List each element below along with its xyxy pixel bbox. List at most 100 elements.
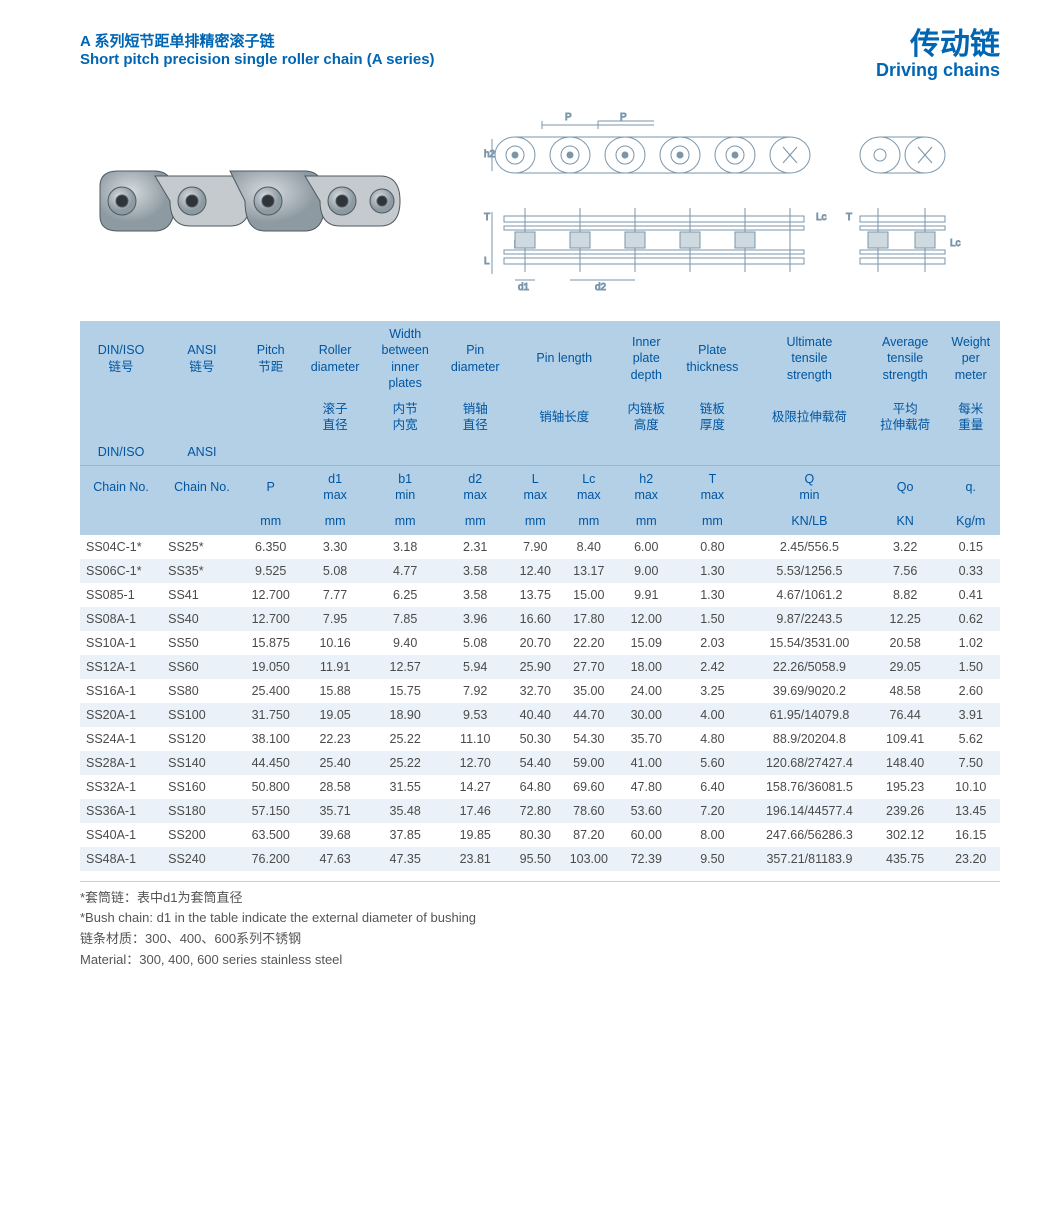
table-cell: SS36A-1 [80,799,162,823]
col-header [371,439,440,466]
table-cell: 5.62 [941,727,1000,751]
table-cell: 80.30 [511,823,560,847]
table-row: SS10A-1SS5015.87510.169.405.0820.7022.20… [80,631,1000,655]
table-cell: 11.10 [440,727,511,751]
table-cell: 15.75 [371,679,440,703]
col-header: Lcmax [560,465,618,508]
col-header: 内链板高度 [618,396,675,439]
table-cell: 44.70 [560,703,618,727]
footnote-1-en: *Bush chain: d1 in the table indicate th… [80,908,1000,929]
dim-T2: T [846,212,852,223]
table-cell: 25.400 [242,679,300,703]
table-cell: SS180 [162,799,242,823]
table-cell: 95.50 [511,847,560,871]
table-cell: 9.87/2243.5 [750,607,869,631]
col-header [162,396,242,439]
col-header [869,439,942,466]
col-header: mm [300,508,371,534]
col-header [80,508,162,534]
table-cell: 17.80 [560,607,618,631]
col-header [242,396,300,439]
table-row: SS28A-1SS14044.45025.4025.2212.7054.4059… [80,751,1000,775]
table-cell: 7.90 [511,535,560,559]
table-cell: 109.41 [869,727,942,751]
col-header: 平均拉伸载荷 [869,396,942,439]
table-cell: 0.62 [941,607,1000,631]
table-cell: 7.20 [675,799,750,823]
table-cell: 4.77 [371,559,440,583]
table-cell: 0.33 [941,559,1000,583]
table-cell: 6.00 [618,535,675,559]
table-cell: 4.00 [675,703,750,727]
table-cell: SS06C-1* [80,559,162,583]
table-cell: 39.68 [300,823,371,847]
table-cell: 41.00 [618,751,675,775]
table-cell: 12.57 [371,655,440,679]
dim-Lc: Lc [950,238,961,249]
title-right-cn: 传动链 [876,30,1000,60]
table-cell: 22.26/5058.9 [750,655,869,679]
col-header [80,396,162,439]
table-cell: 3.18 [371,535,440,559]
table-cell: 5.60 [675,751,750,775]
col-header: Qmin [750,465,869,508]
table-cell: 1.50 [675,607,750,631]
table-cell: 48.58 [869,679,942,703]
col-header: mm [675,508,750,534]
table-row: SS085-1SS4112.7007.776.253.5813.7515.009… [80,583,1000,607]
table-cell: 22.20 [560,631,618,655]
table-cell: 2.31 [440,535,511,559]
table-cell: SS100 [162,703,242,727]
table-cell: 5.94 [440,655,511,679]
table-cell: 10.10 [941,775,1000,799]
col-header: Ultimatetensilestrength [750,321,869,396]
col-header: mm [618,508,675,534]
table-cell: 47.63 [300,847,371,871]
table-cell: 0.80 [675,535,750,559]
spec-table: DIN/ISO链号ANSI链号Pitch节距RollerdiameterWidt… [80,321,1000,871]
col-header: Pin length [511,321,618,396]
table-cell: 30.00 [618,703,675,727]
table-cell: 12.00 [618,607,675,631]
table-cell: 16.60 [511,607,560,631]
table-cell: 2.45/556.5 [750,535,869,559]
table-cell: 12.40 [511,559,560,583]
dim-L: L [484,256,490,267]
table-cell: 19.85 [440,823,511,847]
table-row: SS06C-1*SS35*9.5255.084.773.5812.4013.17… [80,559,1000,583]
table-cell: 0.15 [941,535,1000,559]
table-cell: 64.80 [511,775,560,799]
col-header: d1max [300,465,371,508]
table-cell: 24.00 [618,679,675,703]
table-cell: SS140 [162,751,242,775]
table-cell: SS200 [162,823,242,847]
table-cell: 72.80 [511,799,560,823]
technical-drawing: P P h2 [440,111,1000,291]
table-cell: 60.00 [618,823,675,847]
table-cell: 2.03 [675,631,750,655]
table-cell: 239.26 [869,799,942,823]
table-cell: 4.80 [675,727,750,751]
table-row: SS16A-1SS8025.40015.8815.757.9232.7035.0… [80,679,1000,703]
table-cell: 9.525 [242,559,300,583]
table-cell: 88.9/20204.8 [750,727,869,751]
col-header [162,508,242,534]
table-cell: 25.22 [371,727,440,751]
table-cell: 8.40 [560,535,618,559]
table-row: SS04C-1*SS25*6.3503.303.182.317.908.406.… [80,535,1000,559]
col-header [618,439,675,466]
title-right-en: Driving chains [876,60,1000,81]
table-cell: SS08A-1 [80,607,162,631]
table-cell: 7.50 [941,751,1000,775]
col-header: mm [242,508,300,534]
table-cell: 11.91 [300,655,371,679]
table-cell: 38.100 [242,727,300,751]
table-cell: 22.23 [300,727,371,751]
dim-P: P [565,112,572,123]
table-cell: 15.88 [300,679,371,703]
table-cell: 148.40 [869,751,942,775]
col-header: 内节内宽 [371,396,440,439]
table-cell: 3.91 [941,703,1000,727]
table-cell: 35.70 [618,727,675,751]
table-cell: 23.81 [440,847,511,871]
